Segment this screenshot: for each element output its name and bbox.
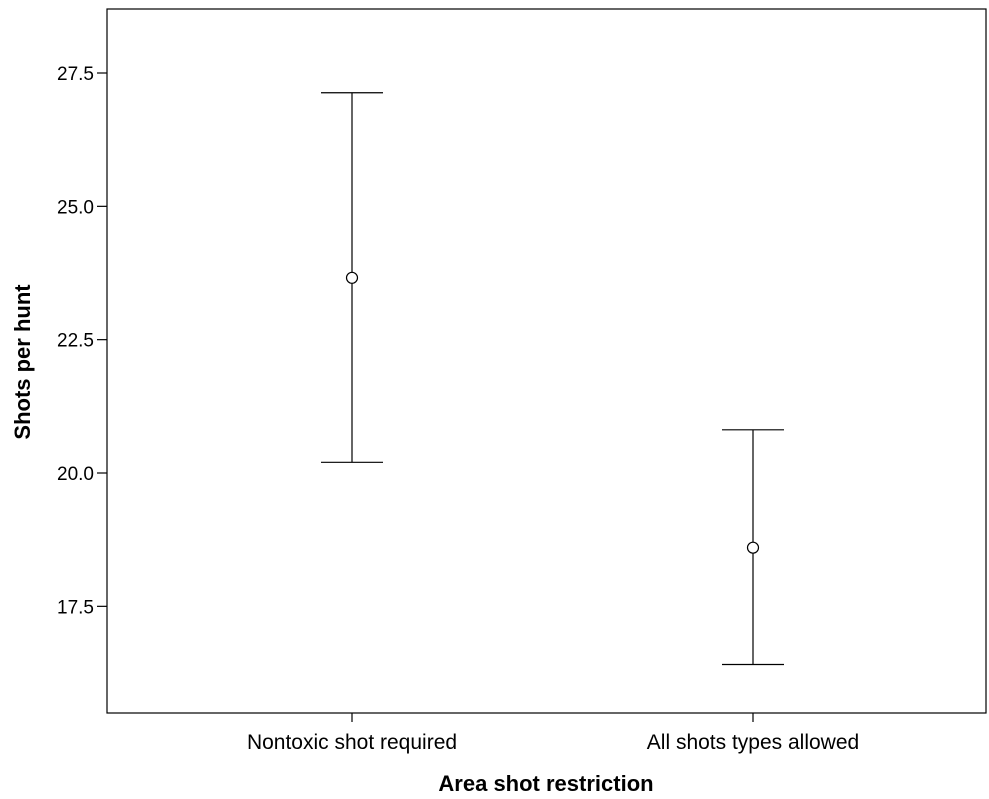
- y-tick-label: 27.5: [57, 64, 94, 85]
- mean-marker: [345, 271, 359, 284]
- x-category-label: Nontoxic shot required: [247, 731, 457, 754]
- y-axis-ticks: 17.5 20.0 22.5 25.0 27.5: [57, 64, 107, 618]
- x-axis-ticks: Nontoxic shot required All shots types al…: [247, 713, 859, 754]
- y-tick-label: 20.0: [57, 464, 94, 485]
- x-category-label: All shots types allowed: [647, 731, 859, 754]
- x-axis-title: Area shot restriction: [438, 771, 653, 796]
- y-tick-label: 25.0: [57, 197, 94, 218]
- y-axis-title: Shots per hunt: [10, 284, 35, 440]
- error-bar-group: [321, 92, 383, 463]
- y-tick-label: 17.5: [57, 597, 94, 618]
- error-bar-group: [722, 429, 784, 666]
- plot-frame: [106, 8, 987, 714]
- error-bars: [321, 92, 784, 666]
- mean-marker: [746, 541, 760, 554]
- y-tick-label: 22.5: [57, 331, 94, 352]
